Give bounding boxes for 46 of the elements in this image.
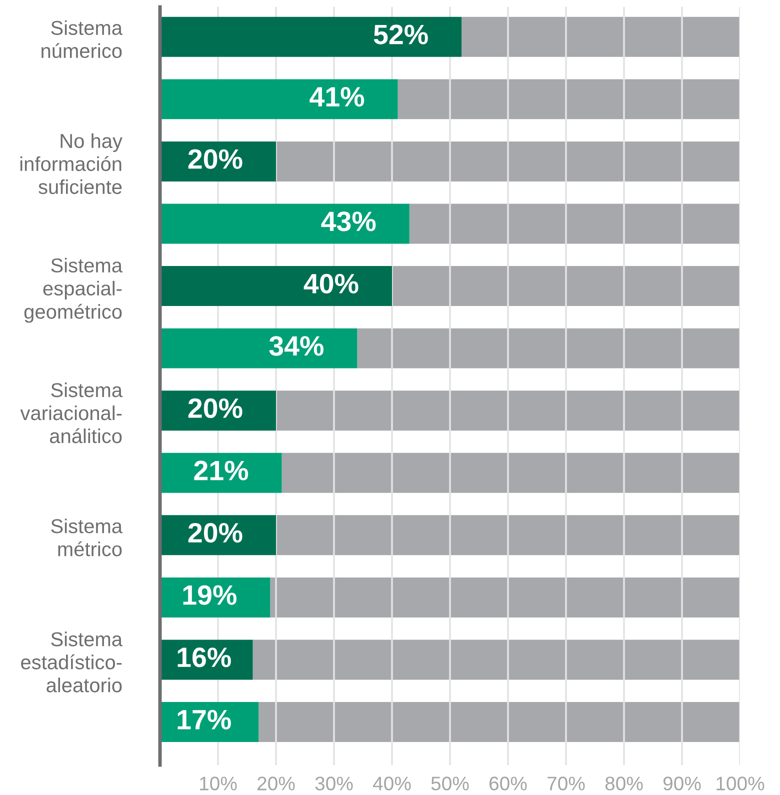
x-tick-label: 40% [372, 776, 411, 790]
bar [409, 204, 740, 244]
bar [392, 266, 740, 306]
y-tick-label: Sistema espacial- geométrico [24, 258, 122, 323]
bar [270, 577, 740, 618]
x-tick-label: 80% [605, 776, 643, 790]
bar [160, 204, 410, 244]
x-tick-label: 90% [663, 776, 701, 790]
bar [282, 452, 740, 493]
data-label: 41% [310, 87, 364, 107]
bar [276, 141, 740, 182]
x-tick-label: 70% [548, 776, 585, 790]
bar [258, 702, 740, 742]
data-label: 52% [374, 24, 428, 44]
bar [276, 515, 740, 556]
x-tick-label: 20% [258, 776, 295, 790]
x-tick-label: 10% [200, 776, 237, 790]
x-tick-label: 50% [431, 776, 469, 790]
y-tick-label: Sistema númerico [42, 20, 122, 58]
data-label: 16% [178, 648, 231, 668]
data-label: 34% [269, 336, 324, 356]
data-label: 40% [304, 274, 358, 294]
data-label: 20% [188, 149, 242, 169]
bar [252, 640, 740, 680]
y-tick-label: Sistema estadístico- aleatorio [21, 632, 122, 692]
data-label: 17% [178, 710, 231, 730]
y-tick-label: Sistema variacional- análitico [20, 382, 122, 444]
bar [160, 79, 398, 120]
data-label: 43% [321, 212, 376, 232]
bar [357, 328, 740, 368]
bar [160, 266, 392, 306]
y-tick-label: Sistema métrico [51, 518, 122, 556]
data-label: 20% [188, 522, 242, 543]
x-tick-label: 100% [716, 776, 764, 790]
bar [462, 16, 740, 57]
y-tick-label: No hay información suficiente [20, 133, 122, 194]
bar [160, 452, 282, 493]
x-tick-label: 60% [490, 776, 527, 790]
bar [276, 390, 740, 431]
bar [398, 79, 740, 120]
data-label: 21% [194, 460, 248, 480]
x-tick-label: 30% [315, 776, 353, 790]
data-label: 19% [183, 585, 236, 605]
bar [160, 16, 462, 57]
bar [160, 328, 358, 368]
data-label: 20% [188, 398, 242, 418]
